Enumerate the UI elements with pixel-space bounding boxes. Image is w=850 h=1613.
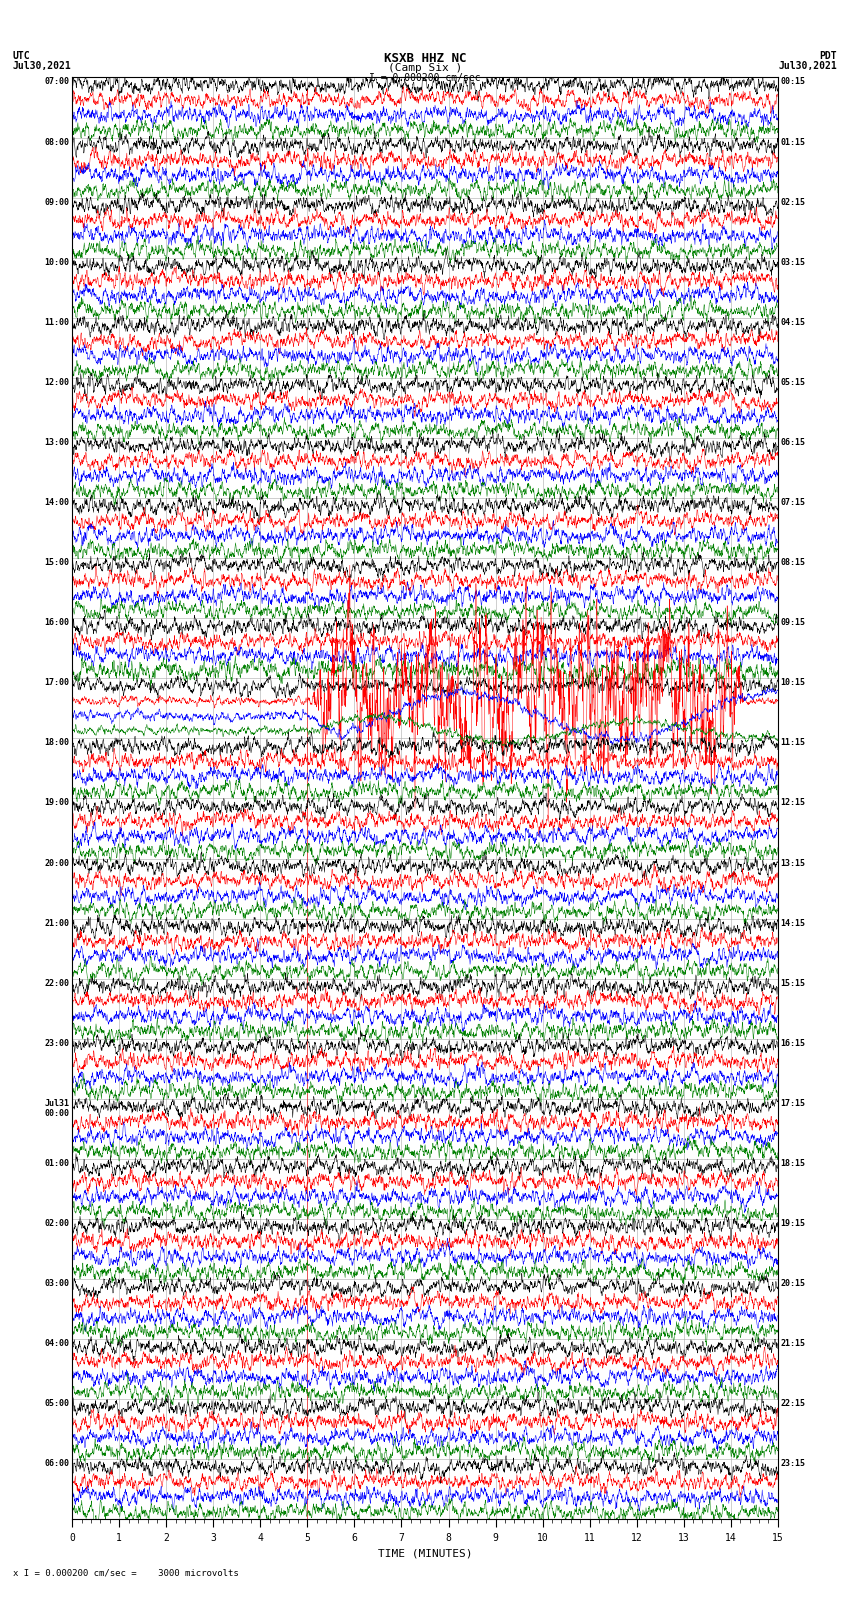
Text: KSXB HHZ NC: KSXB HHZ NC (383, 52, 467, 66)
Text: 14:15: 14:15 (780, 919, 806, 927)
Text: 04:15: 04:15 (780, 318, 806, 327)
Text: x I = 0.000200 cm/sec =    3000 microvolts: x I = 0.000200 cm/sec = 3000 microvolts (13, 1568, 239, 1578)
Text: 06:00: 06:00 (44, 1460, 70, 1468)
Text: 12:15: 12:15 (780, 798, 806, 808)
Text: 09:15: 09:15 (780, 618, 806, 627)
Text: 21:00: 21:00 (44, 919, 70, 927)
Text: 17:00: 17:00 (44, 679, 70, 687)
Text: 16:15: 16:15 (780, 1039, 806, 1048)
Text: 19:00: 19:00 (44, 798, 70, 808)
Text: 06:15: 06:15 (780, 437, 806, 447)
Text: 21:15: 21:15 (780, 1339, 806, 1348)
Text: 12:00: 12:00 (44, 377, 70, 387)
Text: 03:15: 03:15 (780, 258, 806, 266)
Text: 17:15: 17:15 (780, 1098, 806, 1108)
Text: 05:15: 05:15 (780, 377, 806, 387)
Text: Jul30,2021: Jul30,2021 (779, 61, 837, 71)
Text: 22:15: 22:15 (780, 1398, 806, 1408)
Text: 02:15: 02:15 (780, 198, 806, 206)
Text: 18:00: 18:00 (44, 739, 70, 747)
Text: 10:00: 10:00 (44, 258, 70, 266)
Text: 11:00: 11:00 (44, 318, 70, 327)
Text: 10:15: 10:15 (780, 679, 806, 687)
Text: 14:00: 14:00 (44, 498, 70, 506)
Text: 23:00: 23:00 (44, 1039, 70, 1048)
Text: 03:00: 03:00 (44, 1279, 70, 1289)
Text: 09:00: 09:00 (44, 198, 70, 206)
Text: 15:00: 15:00 (44, 558, 70, 568)
Text: 13:15: 13:15 (780, 858, 806, 868)
Text: 01:00: 01:00 (44, 1158, 70, 1168)
Text: 00:15: 00:15 (780, 77, 806, 87)
Text: I = 0.000200 cm/sec: I = 0.000200 cm/sec (369, 73, 481, 84)
Text: 18:15: 18:15 (780, 1158, 806, 1168)
Text: 07:00: 07:00 (44, 77, 70, 87)
Text: Jul30,2021: Jul30,2021 (13, 61, 71, 71)
X-axis label: TIME (MINUTES): TIME (MINUTES) (377, 1548, 473, 1558)
Text: 15:15: 15:15 (780, 979, 806, 987)
Text: 08:00: 08:00 (44, 137, 70, 147)
Text: 19:15: 19:15 (780, 1219, 806, 1227)
Text: 20:15: 20:15 (780, 1279, 806, 1289)
Text: UTC: UTC (13, 50, 31, 61)
Text: 07:15: 07:15 (780, 498, 806, 506)
Text: 02:00: 02:00 (44, 1219, 70, 1227)
Text: 23:15: 23:15 (780, 1460, 806, 1468)
Text: 08:15: 08:15 (780, 558, 806, 568)
Text: 11:15: 11:15 (780, 739, 806, 747)
Text: 04:00: 04:00 (44, 1339, 70, 1348)
Text: (Camp Six ): (Camp Six ) (388, 63, 462, 73)
Text: 16:00: 16:00 (44, 618, 70, 627)
Text: 05:00: 05:00 (44, 1398, 70, 1408)
Text: 22:00: 22:00 (44, 979, 70, 987)
Text: Jul31
00:00: Jul31 00:00 (44, 1098, 70, 1118)
Text: 20:00: 20:00 (44, 858, 70, 868)
Text: PDT: PDT (819, 50, 837, 61)
Text: 13:00: 13:00 (44, 437, 70, 447)
Text: 01:15: 01:15 (780, 137, 806, 147)
